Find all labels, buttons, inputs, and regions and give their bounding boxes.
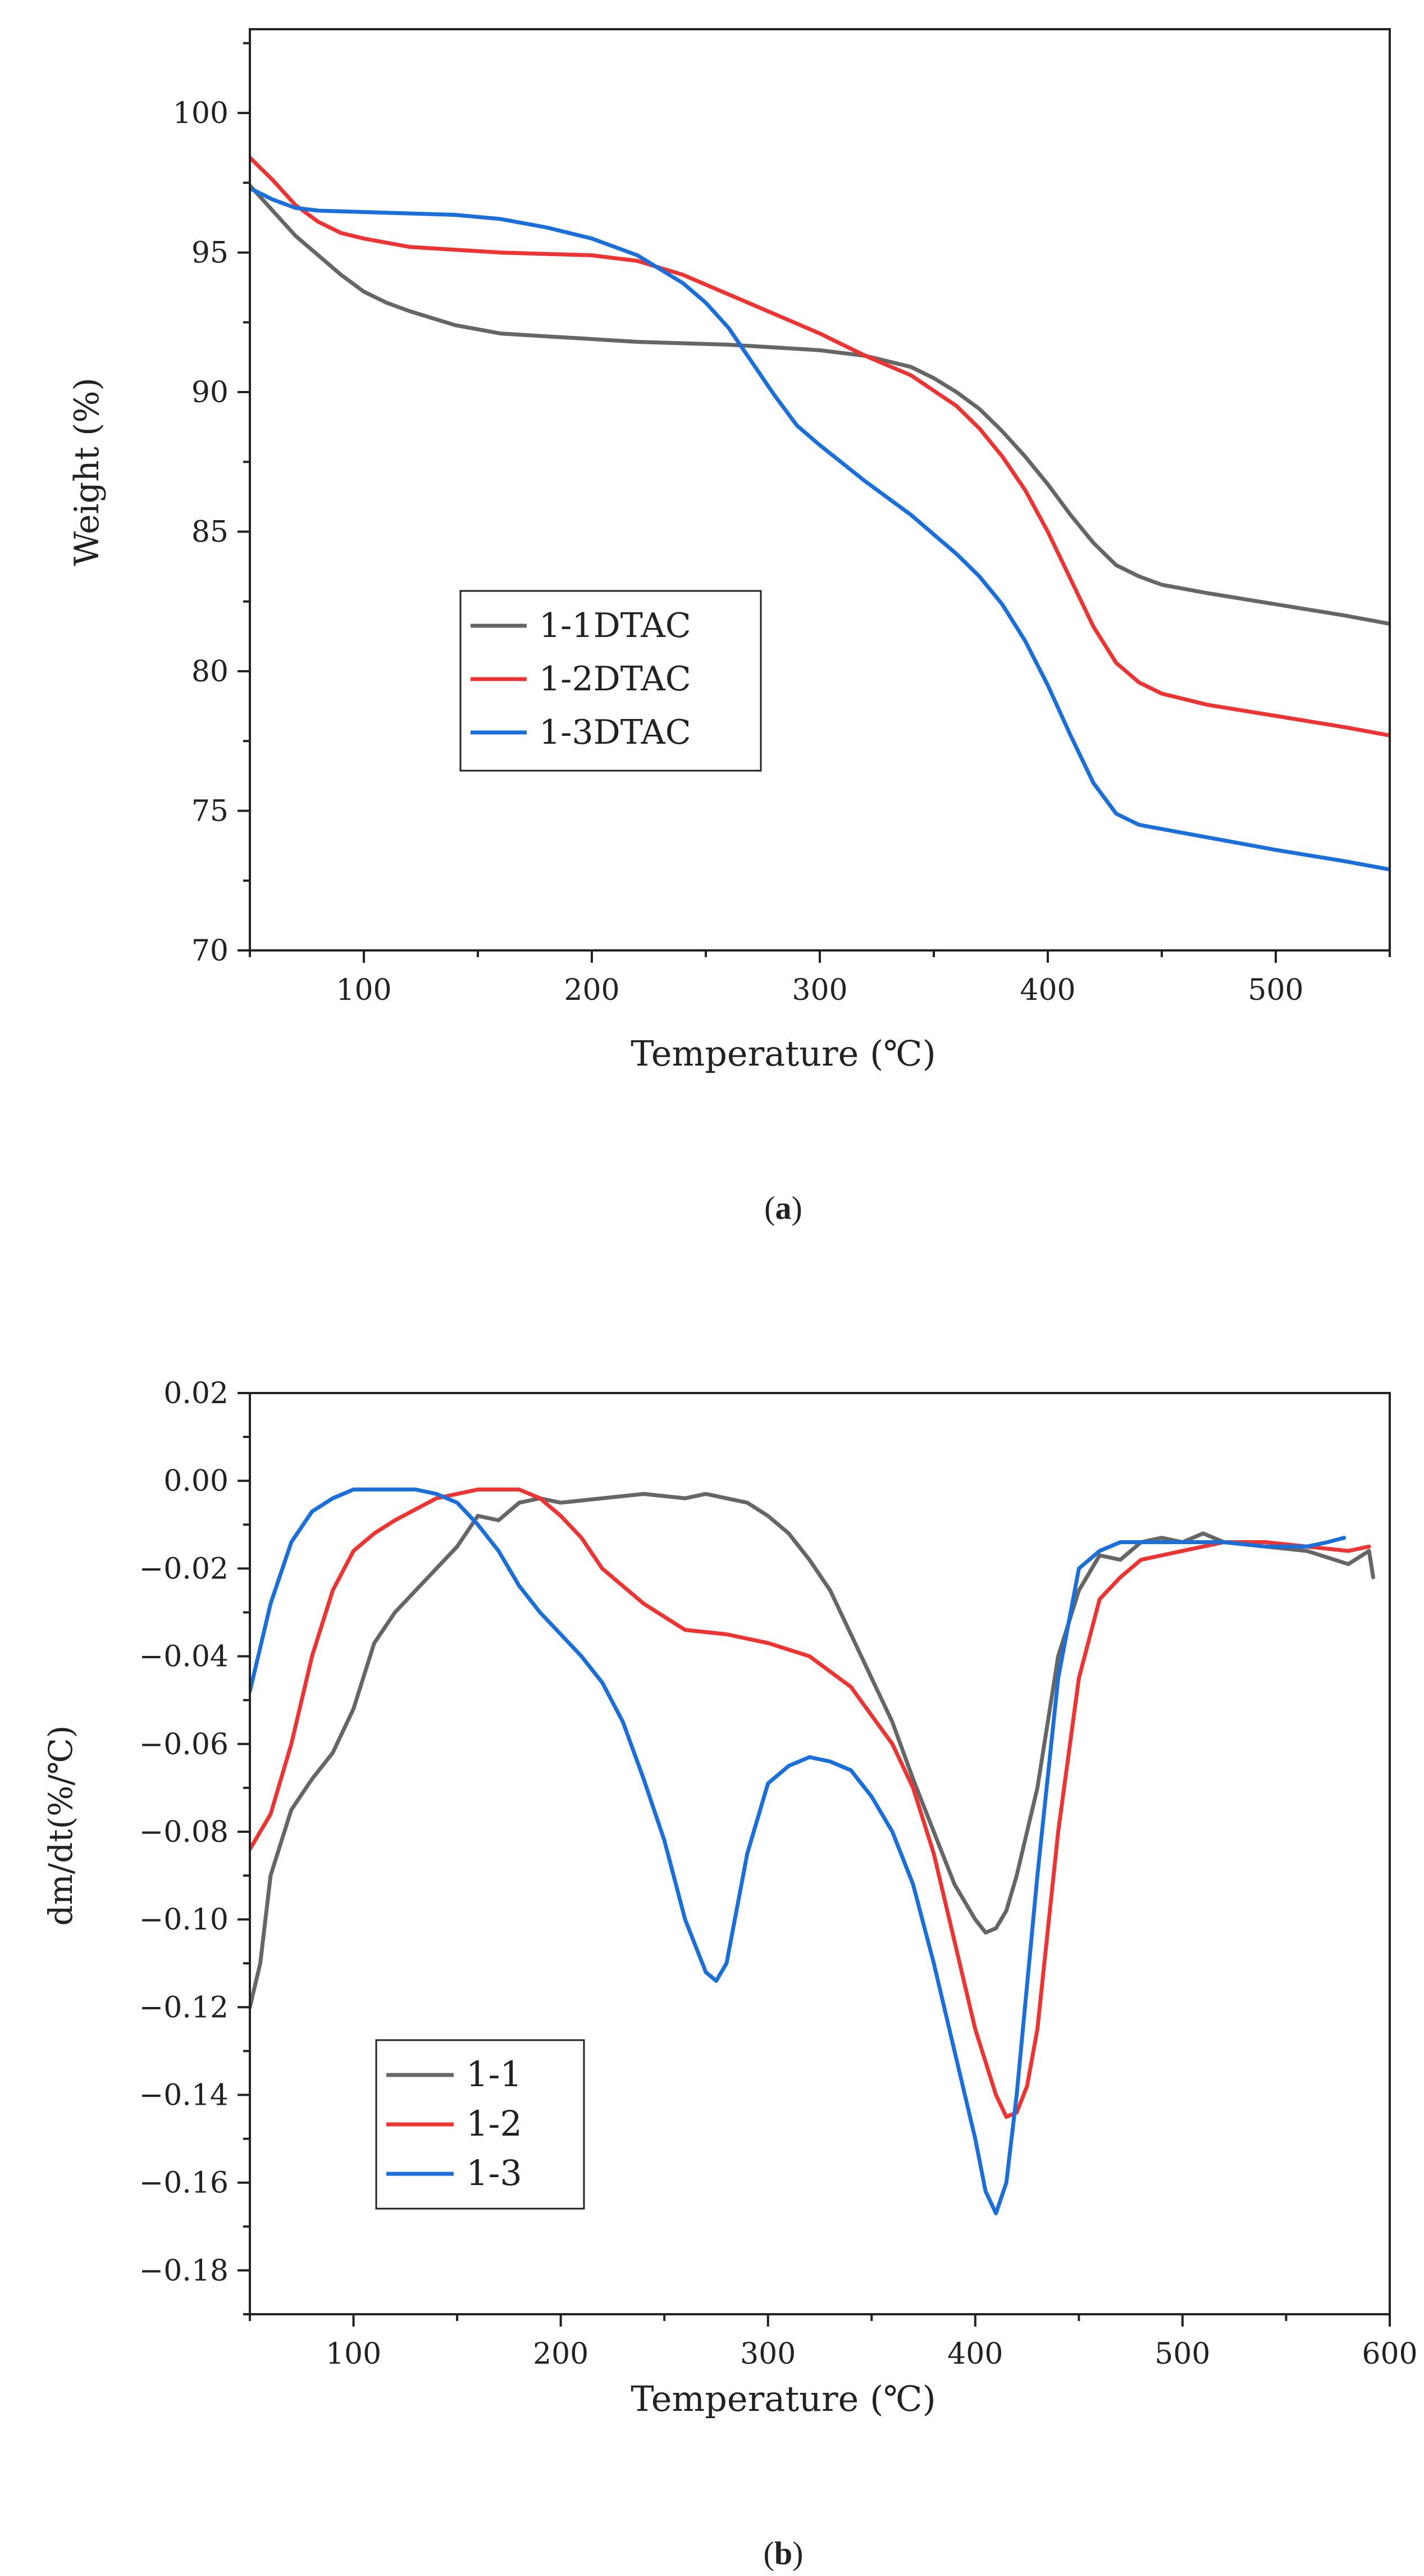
y-tick-label: 70 — [191, 934, 229, 968]
x-tick-label: 500 — [1154, 2337, 1210, 2371]
y-tick-label: −0.14 — [139, 2079, 229, 2113]
series-line-1-2 — [250, 1487, 1371, 2119]
series-line-1-3DTAC — [250, 186, 1390, 872]
x-tick-label: 400 — [947, 2337, 1003, 2371]
tga-chart-panel: 100 200 300 400 500 70 75 80 85 90 95 100 Weight (%… — [67, 28, 1391, 1226]
y-tick-label: 75 — [191, 795, 229, 829]
y-tick-label: 95 — [191, 236, 229, 270]
x-axis-label: Temperature (℃) — [631, 2378, 936, 2419]
x-tick-label: 300 — [792, 973, 847, 1007]
legend-label: 1-3DTAC — [539, 713, 691, 752]
series-line-1-1DTAC — [250, 183, 1390, 626]
legend-label: 1-2DTAC — [539, 659, 691, 699]
y-tick-label: −0.02 — [139, 1552, 229, 1586]
panel-caption: (a) — [764, 1190, 802, 1226]
y-tick-label: 85 — [191, 516, 229, 549]
legend: 1-1 1-2 1-3 — [375, 2039, 585, 2210]
y-tick-label: −0.16 — [139, 2167, 229, 2200]
legend-label: 1-3 — [466, 2152, 522, 2193]
y-tick-label: −0.06 — [139, 1728, 229, 1762]
series-line-1-1 — [250, 1492, 1375, 2009]
y-tick-label: 100 — [173, 97, 229, 130]
y-tick-label: −0.04 — [139, 1640, 229, 1674]
legend: 1-1DTAC 1-2DTAC 1-3DTAC — [459, 590, 762, 772]
y-tick-label: 80 — [191, 655, 229, 689]
x-axis-label: Temperature (℃) — [631, 1033, 936, 1074]
y-axis-label: Weight (%) — [67, 377, 107, 566]
y-tick-label: −0.08 — [139, 1815, 229, 1849]
dtg-chart-panel: 100 200 300 400 500 600 0.02 0.00 −0.02 −0.04 −0.0… — [42, 1377, 1418, 2572]
y-tick-label: 0.00 — [163, 1464, 229, 1498]
x-tick-label: 400 — [1020, 973, 1075, 1007]
x-tick-label: 500 — [1248, 973, 1303, 1007]
x-tick-label: 100 — [326, 2337, 381, 2371]
series-line-1-2DTAC — [250, 156, 1390, 738]
y-tick-label: −0.18 — [139, 2254, 229, 2288]
panel-caption: (b) — [764, 2535, 804, 2572]
legend-label: 1-1 — [466, 2054, 522, 2095]
x-tick-label: 100 — [336, 973, 391, 1007]
y-tick-label: 0.02 — [163, 1377, 229, 1410]
x-tick-label: 600 — [1362, 2337, 1417, 2371]
x-tick-label: 200 — [564, 973, 619, 1007]
plot-frame — [249, 1392, 1391, 2315]
legend-label: 1-2 — [466, 2103, 522, 2144]
y-axis-label: dm/dt(%/℃) — [42, 1726, 80, 1926]
x-tick-label: 300 — [740, 2337, 796, 2371]
legend-label: 1-1DTAC — [539, 606, 691, 645]
plot-frame — [249, 28, 1391, 952]
series-line-1-3 — [250, 1487, 1347, 2215]
x-tick-label: 200 — [533, 2337, 588, 2371]
y-tick-label: −0.12 — [139, 1991, 229, 2024]
y-tick-label: 90 — [191, 376, 229, 409]
y-tick-label: −0.10 — [139, 1903, 229, 1937]
